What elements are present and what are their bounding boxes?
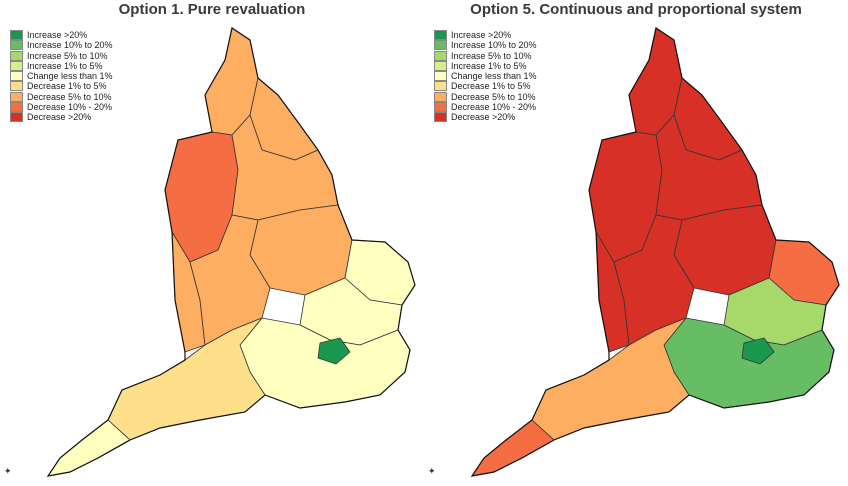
england-outline	[470, 27, 840, 477]
legend-swatch	[434, 40, 447, 51]
legend-swatch	[434, 91, 447, 102]
legend-swatch	[10, 112, 23, 123]
compass-icon: ✦	[4, 466, 12, 476]
legend-item: Decrease >20%	[434, 112, 537, 123]
legend-swatch	[10, 91, 23, 102]
legend-swatch	[434, 60, 447, 71]
legend-item: Increase 1% to 5%	[434, 60, 537, 71]
legend-item: Increase >20%	[10, 30, 113, 40]
legend-label: Decrease 1% to 5%	[451, 81, 531, 92]
legend-label: Increase >20%	[27, 30, 88, 40]
region-london	[741, 337, 775, 365]
region-london	[317, 337, 351, 365]
legend-label: Increase 10% to 20%	[27, 40, 113, 51]
legend: Increase >20% Increase 10% to 20% Increase…	[434, 30, 537, 123]
legend-swatch	[434, 50, 447, 61]
legend-swatch	[10, 50, 23, 61]
region-cornwall	[471, 419, 555, 477]
legend-item: Change less than 1%	[10, 71, 113, 82]
legend-label: Increase 10% to 20%	[451, 40, 537, 51]
legend-label: Decrease 10% - 20%	[27, 102, 113, 113]
legend-item: Decrease 10% - 20%	[10, 102, 113, 113]
legend-swatch	[10, 60, 23, 71]
legend-swatch	[10, 71, 23, 82]
legend-label: Decrease >20%	[451, 112, 516, 123]
legend-label: Increase 1% to 5%	[451, 60, 527, 71]
legend-label: Decrease 1% to 5%	[27, 81, 107, 92]
legend-swatch	[434, 102, 447, 113]
legend-item: Increase 5% to 10%	[434, 50, 537, 61]
legend-item: Increase 10% to 20%	[10, 40, 113, 51]
legend-item: Decrease 10% - 20%	[434, 102, 537, 113]
legend-item: Decrease >20%	[10, 112, 113, 123]
map-title: Option 5. Continuous and proportional sy…	[470, 1, 802, 18]
map-panel-option-1: Option 1. Pure revaluation Increase >20%…	[4, 1, 416, 477]
region-west-midlands	[613, 214, 695, 346]
map-panel-option-5: Option 5. Continuous and proportional sy…	[424, 0, 848, 486]
legend-item: Increase 1% to 5%	[10, 60, 113, 71]
legend-label: Change less than 1%	[451, 71, 537, 82]
map-title: Option 1. Pure revaluation	[118, 1, 306, 18]
legend-swatch	[434, 81, 447, 92]
legend-swatch	[10, 81, 23, 92]
legend-label: Decrease 5% to 10%	[451, 91, 536, 102]
legend-item: Increase >20%	[434, 30, 537, 40]
legend-swatch	[10, 30, 23, 40]
compass-icon: ✦	[428, 466, 436, 476]
legend-swatch	[434, 30, 447, 40]
legend-item: Change less than 1%	[434, 71, 537, 82]
legend-item: Decrease 5% to 10%	[434, 91, 537, 102]
legend-swatch	[434, 71, 447, 82]
legend-item: Increase 10% to 20%	[434, 40, 537, 51]
england-map	[470, 27, 840, 477]
legend-label: Increase >20%	[451, 30, 512, 40]
legend-item: Decrease 5% to 10%	[10, 91, 113, 102]
legend-label: Decrease 10% - 20%	[451, 102, 537, 113]
legend-swatch	[434, 112, 447, 123]
legend-label: Decrease 5% to 10%	[27, 91, 112, 102]
england-map	[46, 27, 416, 477]
legend-item: Increase 5% to 10%	[10, 50, 113, 61]
region-west-midlands	[189, 214, 271, 346]
legend-swatch	[10, 40, 23, 51]
legend-label: Increase 5% to 10%	[27, 50, 108, 61]
legend-label: Decrease >20%	[27, 112, 92, 123]
legend-item: Decrease 1% to 5%	[434, 81, 537, 92]
legend-label: Change less than 1%	[27, 71, 113, 82]
england-outline	[46, 27, 416, 477]
legend-label: Increase 5% to 10%	[451, 50, 532, 61]
legend-item: Decrease 1% to 5%	[10, 81, 113, 92]
legend: Increase >20% Increase 10% to 20% Increase…	[10, 30, 113, 123]
legend-label: Increase 1% to 5%	[27, 60, 103, 71]
region-cornwall	[47, 419, 131, 477]
legend-swatch	[10, 102, 23, 113]
